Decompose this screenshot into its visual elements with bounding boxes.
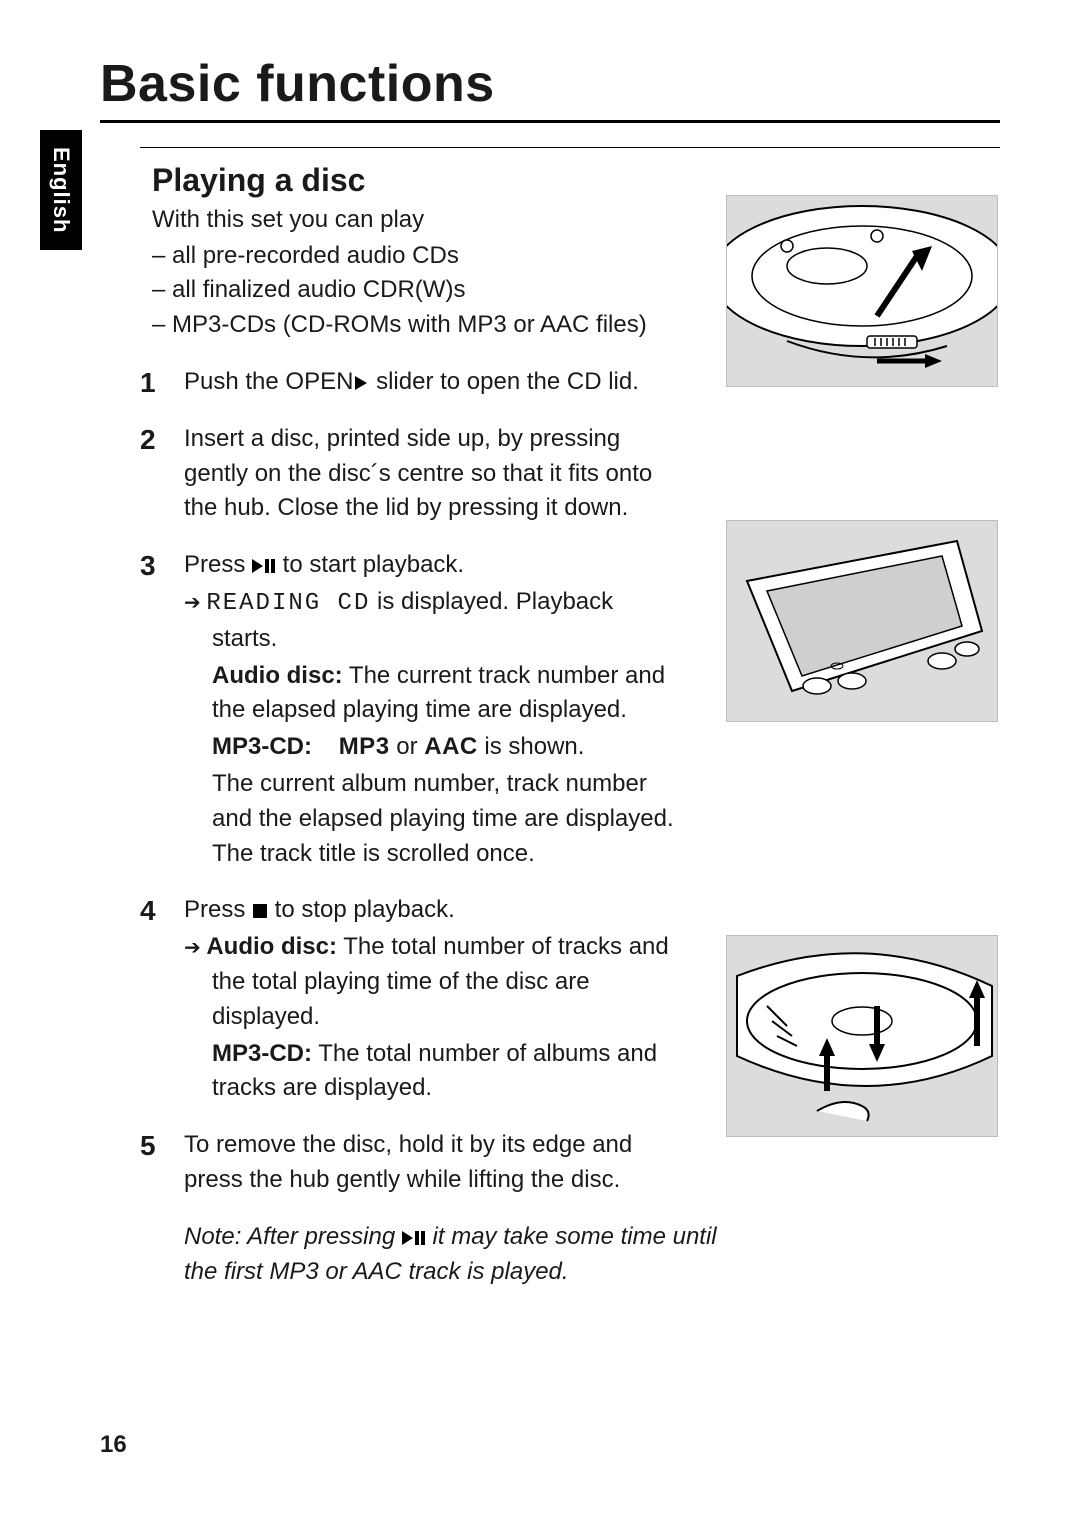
note-a: Note: After pressing [184, 1223, 402, 1250]
language-tab-label: English [48, 147, 74, 233]
audio-disc-label-2: Audio disc: [206, 933, 337, 960]
aac-badge: AAC [424, 733, 478, 760]
figure-controls [726, 520, 998, 722]
step-4-mp3: MP3-CD: The total number of albums and t… [184, 1037, 680, 1107]
or-text: or [390, 733, 425, 760]
step-1-text-b: slider to open the CD lid. [369, 368, 638, 395]
section-title: Playing a disc [152, 162, 1000, 199]
step-3-result: READING CD is displayed. Playback starts… [184, 585, 680, 657]
language-tab: English [40, 130, 82, 250]
step-5-text: To remove the disc, hold it by its edge … [184, 1131, 632, 1193]
page-number: 16 [100, 1431, 127, 1459]
is-shown-text: is shown. [478, 733, 585, 760]
manual-page: English Basic functions Playing a disc W… [0, 0, 1080, 1523]
step-3-audio: Audio disc: The current track number and… [184, 659, 680, 729]
lcd-text: READING CD [206, 590, 370, 617]
page-title: Basic functions [100, 54, 1000, 114]
step-1: Push the OPEN slider to open the CD lid. [140, 365, 680, 400]
audio-disc-label: Audio disc: [212, 662, 343, 689]
step-2-text: Insert a disc, printed side up, by press… [184, 425, 652, 522]
step-3-text-b: to start playback. [276, 551, 464, 578]
mp3cd-label: MP3-CD: [212, 733, 312, 760]
mp3cd-label-2: MP3-CD: [212, 1040, 312, 1067]
step-3: Press to start playback. READING CD is d… [140, 548, 680, 871]
step-5: To remove the disc, hold it by its edge … [140, 1128, 680, 1198]
note-text: Note: After pressing it may take some ti… [140, 1220, 724, 1290]
step-3-mp3-line2: The current album number, track number a… [184, 767, 680, 871]
play-icon [353, 365, 369, 400]
steps-list: Push the OPEN slider to open the CD lid.… [140, 365, 680, 1198]
step-4-text-b: to stop playback. [268, 896, 455, 923]
step-3-mp3-line1: MP3-CD: MP3 or AAC is shown. [184, 730, 680, 765]
step-1-text-a: Push the OPEN [184, 368, 353, 395]
stop-icon [252, 896, 268, 923]
figure-remove-disc [726, 935, 998, 1137]
play-pause-icon [252, 551, 276, 578]
figure-open-lid [726, 195, 998, 387]
step-3-text-a: Press [184, 551, 252, 578]
step-2: Insert a disc, printed side up, by press… [140, 422, 680, 526]
title-rule [100, 120, 1000, 123]
mp3-badge: MP3 [339, 733, 390, 760]
step-4-text-a: Press [184, 896, 252, 923]
step-4: Press to stop playback. Audio disc: The … [140, 893, 680, 1106]
play-pause-icon [402, 1223, 426, 1250]
section-rule [140, 147, 1000, 148]
step-4-audio: Audio disc: The total number of tracks a… [184, 930, 680, 1034]
